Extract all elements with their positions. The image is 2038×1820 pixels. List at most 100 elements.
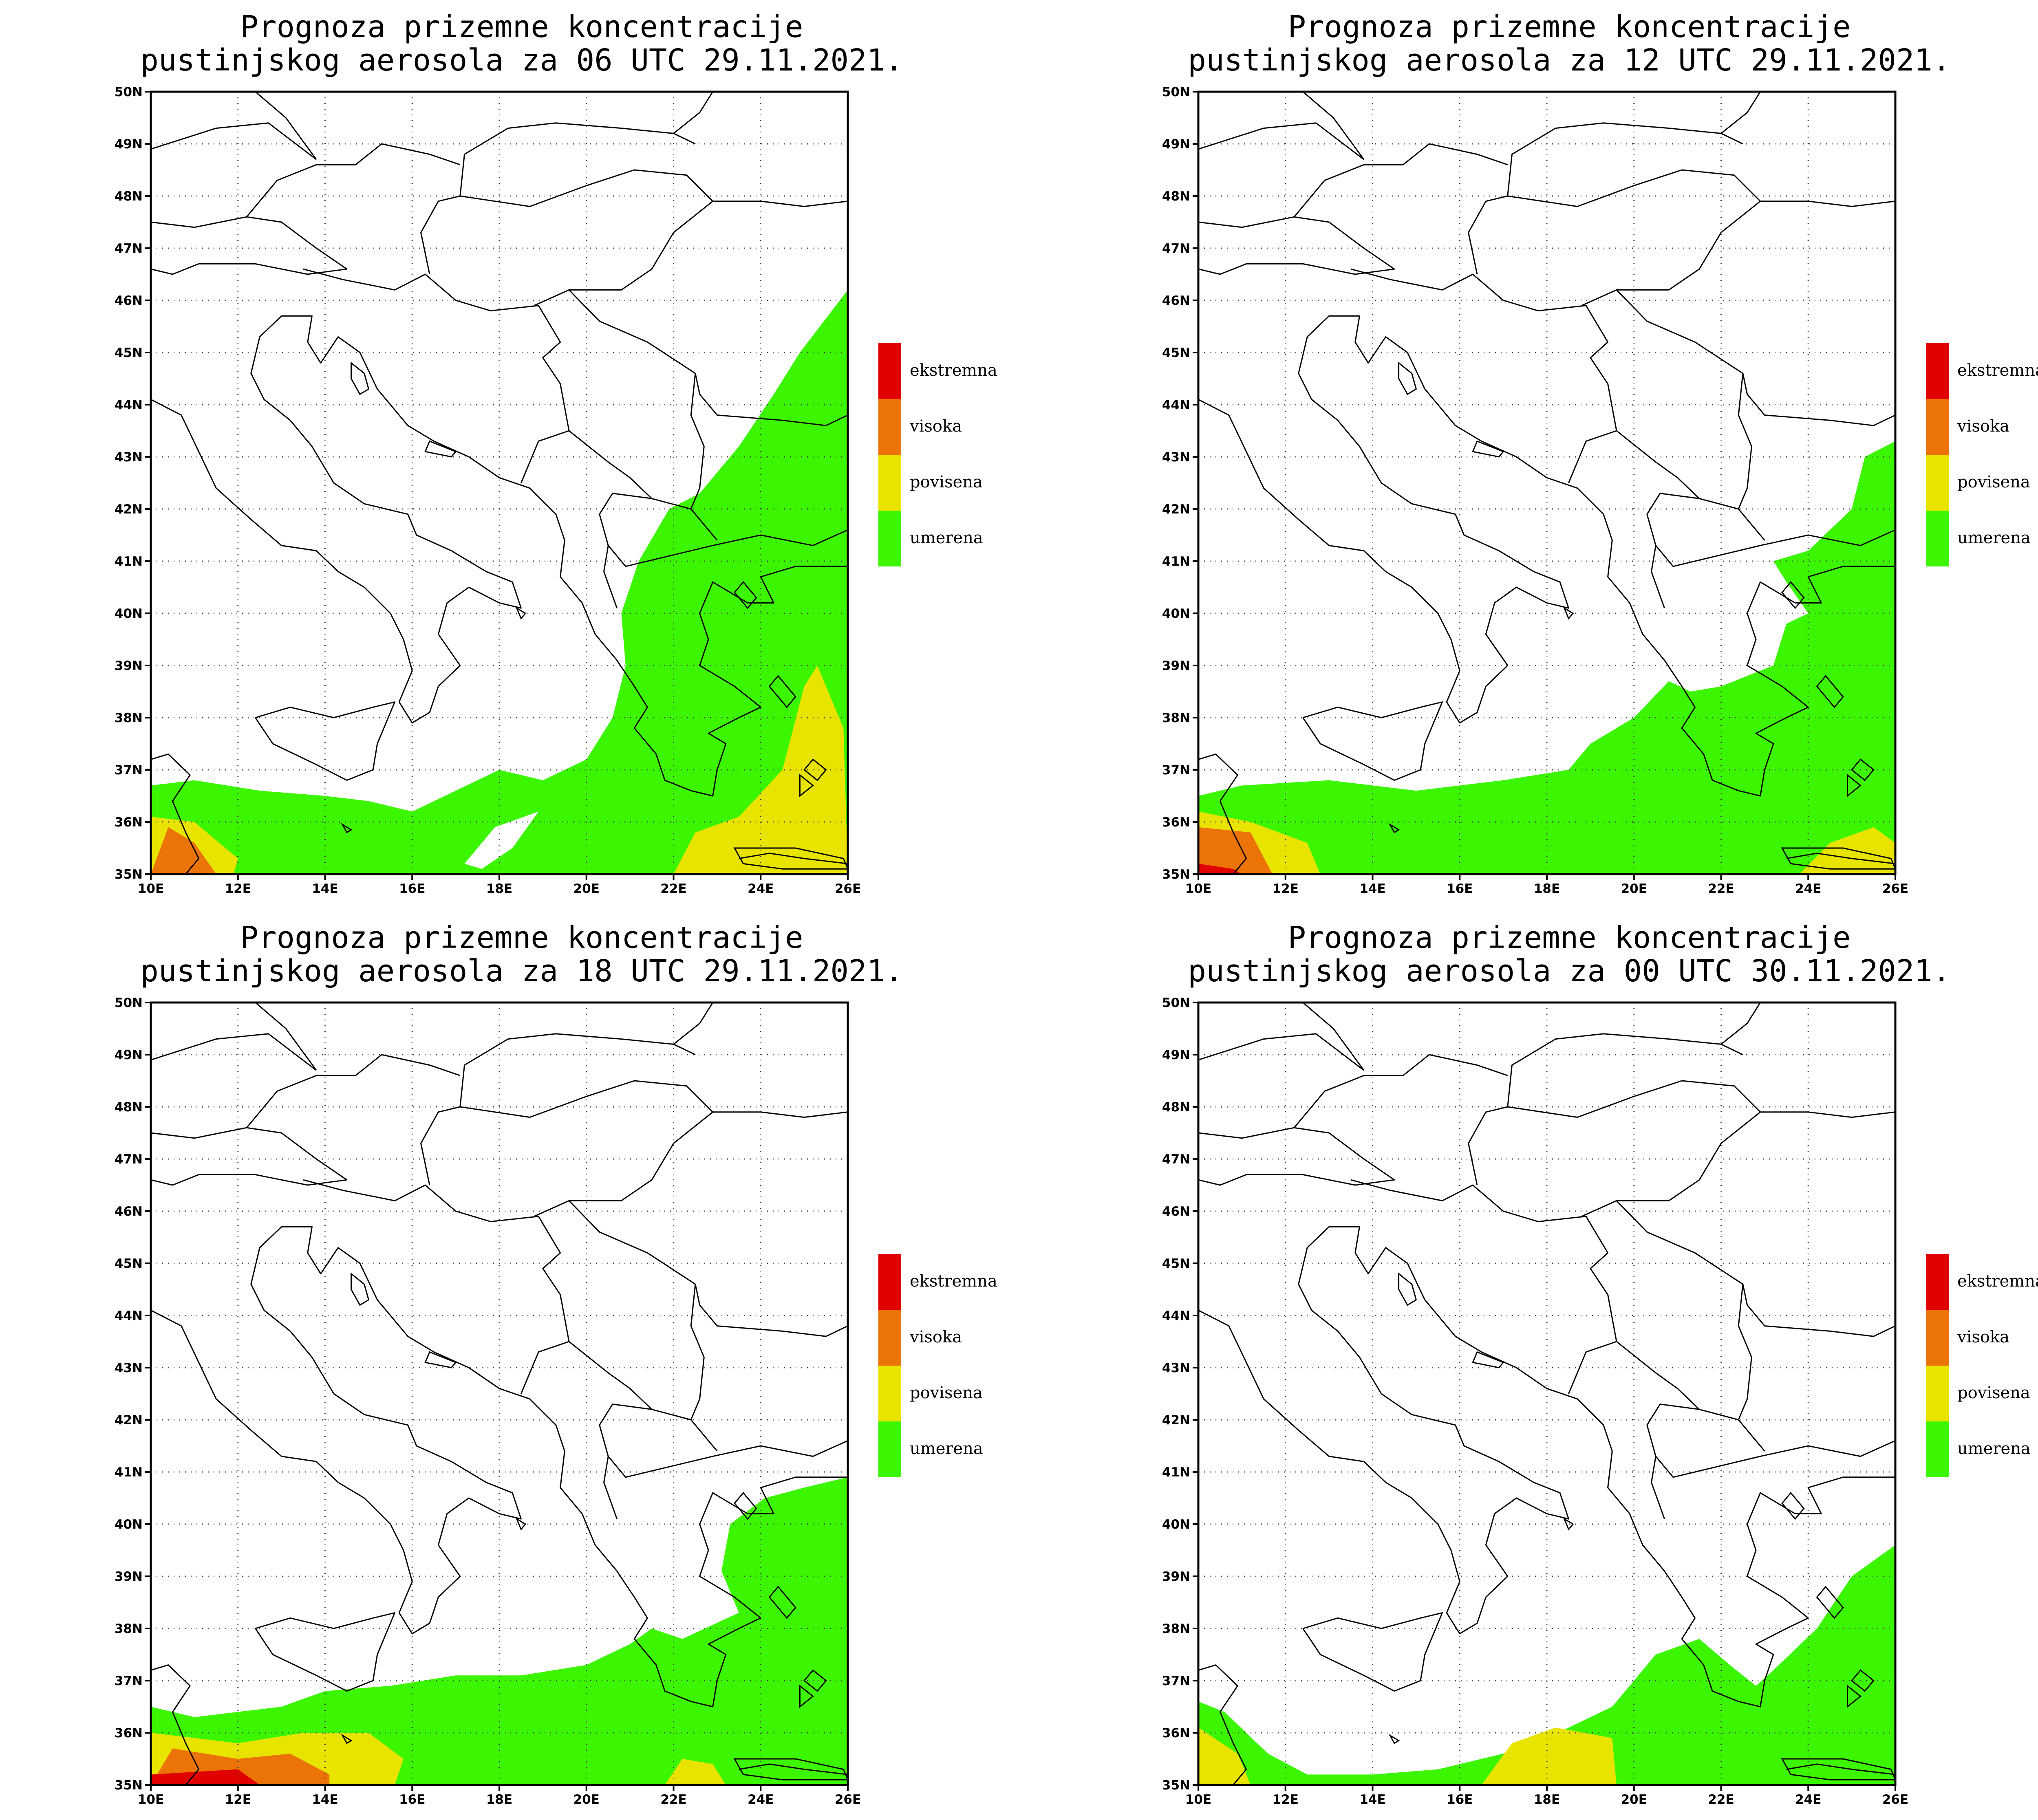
lon-tick-label: 20E (1621, 1792, 1647, 1807)
coastline-border (1646, 373, 1895, 567)
island-outline (768, 1586, 796, 1619)
coastline-border (1738, 1419, 1765, 1452)
legend-swatch (1926, 1310, 1949, 1366)
island-outline (799, 773, 814, 798)
lat-tick-label: 49N (115, 1048, 143, 1062)
island-outline (351, 361, 370, 395)
coastline-border (460, 1080, 714, 1217)
lon-tick-label: 16E (1447, 881, 1473, 896)
legend-swatch (878, 1254, 901, 1310)
lat-tick-label: 46N (115, 293, 143, 308)
island-outline (799, 1684, 814, 1708)
lat-tick-label: 45N (115, 346, 143, 360)
island-outline (1563, 606, 1574, 620)
lon-tick-label: 14E (312, 881, 338, 896)
island-outline (1851, 758, 1875, 781)
lat-tick-label: 41N (1162, 1465, 1190, 1480)
legend-label: umerena (910, 529, 983, 547)
coastline-border (1507, 169, 1761, 306)
coastline-border (151, 1033, 317, 1071)
lat-tick-label: 39N (115, 1569, 143, 1584)
coastline-border (1651, 545, 1665, 608)
lon-tick-label: 12E (1273, 881, 1299, 896)
lon-tick-label: 20E (573, 881, 600, 896)
map-plot: 35N 36N 37N 38N 39N 40N 41N 42N 43N 44N 45N 46N 47N 4… (115, 996, 997, 1807)
panel-title-line2: pustinjskog aerosola za 06 UTC 29.11.202… (140, 43, 903, 78)
coastline-border (1198, 122, 1365, 160)
map-plot: 35N 36N 37N 38N 39N 40N 41N 42N 43N 44N 45N 46N 47N 4… (115, 85, 997, 896)
coastline-border (1198, 1127, 1395, 1186)
coastline-border (1293, 1054, 1508, 1128)
lon-tick-label: 14E (1359, 881, 1385, 896)
lon-tick-label: 12E (1273, 1792, 1299, 1807)
coastline-border (1198, 1033, 1365, 1071)
lon-tick-label: 16E (399, 1792, 425, 1807)
lat-tick-label: 41N (115, 554, 143, 569)
lat-tick-label: 37N (115, 1674, 143, 1688)
lon-tick-label: 22E (1708, 1792, 1734, 1807)
lat-tick-label: 49N (1162, 1048, 1190, 1062)
lat-tick-label: 44N (1162, 398, 1190, 412)
lat-tick-label: 48N (115, 1100, 143, 1115)
coastline-border (420, 122, 696, 275)
lon-tick-label: 18E (1534, 1792, 1560, 1807)
concentration-area (1198, 1545, 1895, 1785)
island-outline (733, 847, 848, 870)
lat-tick-label: 35N (1162, 867, 1190, 882)
concentration-area (1198, 441, 1895, 874)
lat-tick-label: 45N (115, 1256, 143, 1271)
coastline-border (1350, 1179, 1617, 1394)
concentration-area (464, 811, 539, 869)
island-outline (1816, 675, 1844, 708)
island-outline (1851, 1669, 1875, 1692)
lon-tick-label: 10E (138, 1792, 164, 1807)
lat-tick-label: 38N (1162, 711, 1190, 725)
lat-tick-label: 41N (115, 1465, 143, 1480)
lon-tick-label: 24E (1795, 1792, 1821, 1807)
coastline-border (603, 545, 618, 608)
coastline-border (1198, 216, 1395, 275)
legend-label: povisena (910, 473, 983, 491)
lat-tick-label: 37N (1162, 763, 1190, 778)
lon-tick-label: 18E (486, 881, 512, 896)
lon-tick-label: 12E (225, 881, 251, 896)
legend-swatch (878, 1310, 901, 1366)
coastline-border (246, 1054, 461, 1128)
lat-tick-label: 50N (1162, 996, 1190, 1010)
forecast-panel: Prognoza prizemne koncentracije pustinjsk… (1048, 0, 2038, 909)
legend-swatch (1926, 343, 1949, 399)
lon-tick-label: 24E (1795, 881, 1821, 896)
lon-tick-label: 14E (1359, 1792, 1385, 1807)
lat-tick-label: 49N (1162, 137, 1190, 152)
island-outline (734, 1492, 757, 1520)
island-outline (1846, 1684, 1862, 1708)
concentration-area (151, 290, 848, 874)
island-outline (803, 1669, 827, 1692)
lat-tick-label: 45N (1162, 346, 1190, 360)
coastline-border (1302, 1003, 1365, 1071)
lat-tick-label: 36N (115, 1726, 143, 1741)
coastline-border (1720, 92, 1761, 134)
panel-title-line1: Prognoza prizemne koncentracije (240, 920, 803, 955)
panel-title-line1: Prognoza prizemne koncentracije (1288, 9, 1851, 44)
legend-swatch (1926, 1421, 1949, 1477)
coastline-border (151, 1226, 848, 1708)
lat-tick-label: 48N (1162, 1100, 1190, 1115)
lat-tick-label: 42N (115, 502, 143, 517)
lat-tick-label: 47N (1162, 241, 1190, 256)
lon-tick-label: 24E (748, 1792, 774, 1807)
coastline-border (1760, 201, 1895, 207)
coastline-border (151, 122, 317, 160)
coastline-border (569, 1341, 653, 1410)
concentration-area (151, 1477, 848, 1785)
coastline-border (1302, 701, 1443, 781)
island-outline (351, 1272, 370, 1306)
island-outline (1472, 1351, 1504, 1368)
lon-tick-label: 20E (573, 1792, 600, 1807)
island-outline (1398, 1272, 1417, 1306)
concentration-area (1198, 827, 1273, 874)
coastline-border (303, 268, 570, 483)
island-outline (341, 823, 353, 833)
lat-tick-label: 36N (1162, 1726, 1190, 1741)
coastline-border (1468, 122, 1743, 275)
